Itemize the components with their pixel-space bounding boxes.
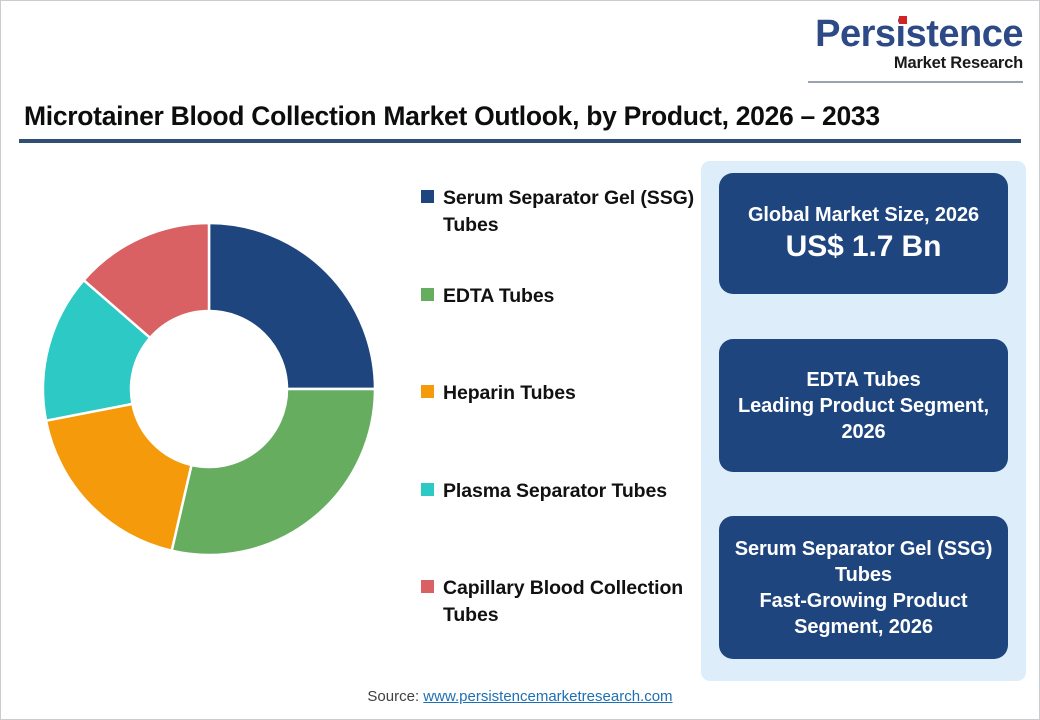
legend-swatch-icon	[421, 190, 434, 203]
title-divider	[19, 139, 1021, 143]
logo-underline-divider	[808, 81, 1023, 83]
highlight-card-line-1: Global Market Size, 2026	[747, 203, 980, 226]
donut-slice-serum-separator-gel-ssg-tubes	[207, 221, 377, 391]
donut-slice-heparin-tubes	[44, 402, 193, 553]
highlight-card-global-market-size: Global Market Size, 2026 US$ 1.7 Bn	[719, 173, 1008, 294]
logo-accent-dot-icon	[899, 16, 908, 24]
title-block: Microtainer Blood Collection Market Outl…	[19, 101, 1021, 143]
legend-item-label: Plasma Separator Tubes	[443, 480, 667, 502]
highlight-card-fast-growing-segment: Serum Separator Gel (SSG) Tubes Fast-Gro…	[719, 516, 1008, 659]
legend-swatch-icon	[421, 580, 434, 593]
legend-item-capillary-blood-collection-tubes[interactable]: Capillary Blood Collection Tubes	[421, 575, 696, 628]
legend-item-label: Serum Separator Gel (SSG) Tubes	[443, 187, 695, 236]
legend-item-heparin-tubes[interactable]: Heparin Tubes	[421, 380, 696, 407]
source-footer: Source: www.persistencemarketresearch.co…	[1, 688, 1039, 705]
highlight-card-line-1: EDTA Tubes	[806, 368, 921, 391]
legend-swatch-icon	[421, 385, 434, 398]
donut-chart-svg	[41, 221, 377, 557]
source-prefix-label: Source:	[367, 688, 424, 705]
legend-item-edta-tubes[interactable]: EDTA Tubes	[421, 283, 696, 310]
source-link[interactable]: www.persistencemarketresearch.com	[423, 688, 673, 705]
highlight-card-leading-segment: EDTA Tubes Leading Product Segment, 2026	[719, 339, 1008, 472]
highlight-card-line-2: Leading Product Segment,	[738, 394, 989, 417]
donut-slice-edta-tubes	[170, 387, 377, 557]
highlight-card-line-2: Tubes	[835, 563, 892, 586]
donut-chart	[21, 206, 401, 576]
highlight-card-line-4: Segment, 2026	[794, 615, 933, 638]
legend-swatch-icon	[421, 288, 434, 301]
chart-legend: Serum Separator Gel (SSG) Tubes EDTA Tub…	[421, 179, 696, 649]
logo-brand-label: Persistence	[815, 13, 1023, 55]
legend-item-plasma-separator-tubes[interactable]: Plasma Separator Tubes	[421, 478, 696, 505]
legend-item-label: Capillary Blood Collection Tubes	[443, 577, 684, 626]
highlights-panel: Global Market Size, 2026 US$ 1.7 Bn EDTA…	[701, 161, 1026, 681]
highlight-card-line-3: 2026	[841, 420, 886, 443]
donut-slice-capillary-blood-collection-tubes	[81, 221, 211, 340]
page-title: Microtainer Blood Collection Market Outl…	[24, 101, 880, 131]
legend-item-serum-separator-gel-ssg-tubes[interactable]: Serum Separator Gel (SSG) Tubes	[421, 185, 696, 238]
legend-swatch-icon	[421, 483, 434, 496]
logo-tagline: Market Research	[893, 54, 1023, 72]
highlight-card-line-3: Fast-Growing Product	[759, 589, 968, 612]
highlight-card-value: US$ 1.7 Bn	[785, 229, 942, 263]
company-logo: Persistence Market Research	[808, 15, 1023, 83]
legend-item-label: EDTA Tubes	[443, 285, 555, 307]
legend-item-label: Heparin Tubes	[443, 382, 576, 404]
highlight-card-line-1: Serum Separator Gel (SSG)	[734, 537, 993, 560]
logo-brand-text: Persistence	[815, 15, 1023, 53]
